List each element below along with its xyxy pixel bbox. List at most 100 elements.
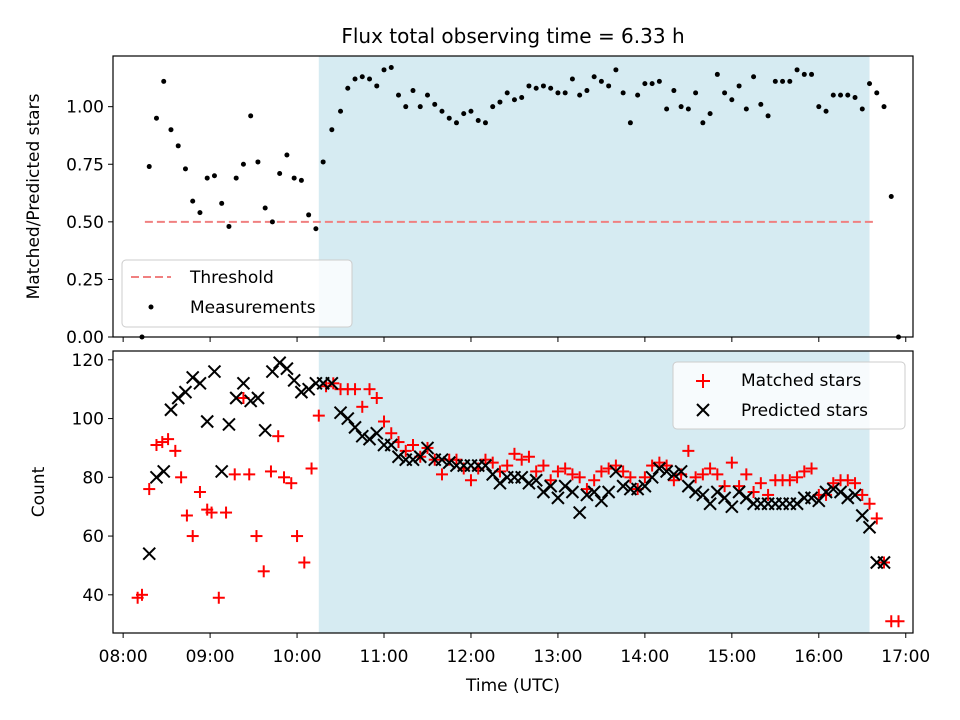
measurement-point [685, 106, 691, 112]
measurement-point [852, 94, 858, 100]
matched-star-point [156, 436, 169, 449]
legend-matched-swatch [696, 374, 710, 388]
measurement-point [620, 90, 626, 96]
matched-star-point [762, 488, 775, 501]
matched-star-point [588, 474, 601, 487]
matched-star-point [150, 439, 163, 451]
measurement-point [555, 90, 561, 96]
matched-star-point [892, 615, 905, 628]
matched-star-point [435, 468, 448, 481]
predicted-star-point [370, 426, 384, 440]
measurement-point [867, 81, 873, 87]
measurement-point [255, 159, 261, 165]
matched-star-point [827, 477, 840, 490]
matched-star-point [407, 439, 419, 451]
measurement-point [722, 90, 728, 96]
predicted-star-point [157, 464, 171, 479]
predicted-star-point [294, 385, 309, 399]
predicted-star-point [862, 520, 877, 534]
predicted-star-point [601, 485, 616, 499]
measurement-point [374, 83, 380, 89]
matched-star-point [747, 486, 760, 498]
measurement-point [888, 194, 894, 199]
bottom-axes-frame [112, 350, 914, 634]
top-y-axis: 0.00 0.25 0.50 0.75 1.00 [66, 98, 113, 348]
bottom-x-tick-label: 16:00 [794, 647, 843, 667]
matched-star-point [186, 530, 199, 543]
predicted-star-point [609, 464, 623, 479]
measurement-point [729, 97, 735, 103]
matched-star-point [856, 488, 869, 501]
measurement-point [526, 83, 532, 89]
predicted-star-point [826, 482, 840, 496]
measurement-point [388, 65, 394, 71]
measurement-point [838, 92, 844, 98]
matched-star-point [363, 383, 376, 396]
measurement-point [468, 108, 474, 114]
measurement-point [823, 108, 829, 114]
measurement-point [345, 85, 351, 91]
predicted-star-point [819, 485, 833, 499]
matched-star-point [667, 474, 680, 487]
measurement-point [780, 78, 786, 84]
predicted-star-point [804, 491, 819, 505]
predicted-star-point [688, 485, 703, 499]
measurement-point [678, 104, 684, 110]
bottom-x-tick-label: 08:00 [99, 647, 148, 667]
predicted-star-point [406, 452, 420, 467]
predicted-star-point [529, 473, 543, 487]
legend-measurement-label: Measurements [190, 298, 316, 318]
top-legend: Threshold Measurements [121, 259, 353, 328]
matched-star-point [783, 474, 796, 487]
predicted-star-point [594, 494, 609, 508]
measurement-point [482, 120, 488, 126]
predicted-star-point [674, 464, 688, 479]
bottom-legend: Matched stars Predicted stars [672, 361, 906, 430]
measurement-point [403, 104, 409, 110]
predicted-star-point [442, 455, 456, 470]
predicted-star-point [522, 476, 536, 490]
measurement-point [816, 104, 822, 110]
bottom-y-axis-label: Count [29, 466, 49, 517]
measurement-point [671, 88, 677, 94]
bottom-y-tick-label: 100 [72, 410, 104, 430]
measurement-point [874, 90, 880, 96]
measurement-point [359, 74, 365, 80]
predicted-star-point [551, 491, 565, 505]
matched-star-point [704, 462, 717, 475]
measurement-point [598, 78, 604, 84]
measurement-point [736, 83, 742, 89]
measurement-point [787, 78, 793, 84]
top-y-tick-label: 0.00 [66, 328, 104, 348]
measurement-point [432, 101, 438, 107]
measurement-point [548, 85, 554, 91]
bottom-x-tick-label: 13:00 [533, 647, 582, 667]
predicted-star-point [587, 485, 601, 499]
predicted-star-point [243, 394, 258, 408]
predicted-star-point [630, 482, 645, 496]
predicted-star-point [667, 467, 681, 482]
matched-star-point [718, 480, 731, 493]
bottom-y-tick-label: 80 [82, 468, 104, 488]
measurement-point [175, 143, 181, 149]
measurement-point [367, 76, 373, 82]
matched-star-point [740, 468, 753, 481]
predicted-star-point [348, 420, 362, 435]
measurement-point [859, 106, 865, 112]
matched-star-point [551, 465, 564, 478]
matched-star-point [212, 591, 225, 604]
predicted-star-point [229, 391, 243, 405]
measurement-point [453, 120, 459, 126]
predicted-star-point [236, 376, 251, 391]
matched-star-point [863, 497, 876, 510]
matched-star-point [312, 409, 325, 422]
matched-star-point [696, 468, 709, 481]
top-y-tick-label: 1.00 [66, 98, 104, 118]
predicted-star-point [287, 373, 301, 388]
measurement-point [642, 81, 648, 87]
bottom-x-tick-label: 15:00 [707, 647, 756, 667]
measurement-point [606, 83, 612, 89]
matched-star-point [370, 392, 383, 404]
predicted-star-point [645, 470, 659, 485]
measurement-point [635, 92, 641, 98]
